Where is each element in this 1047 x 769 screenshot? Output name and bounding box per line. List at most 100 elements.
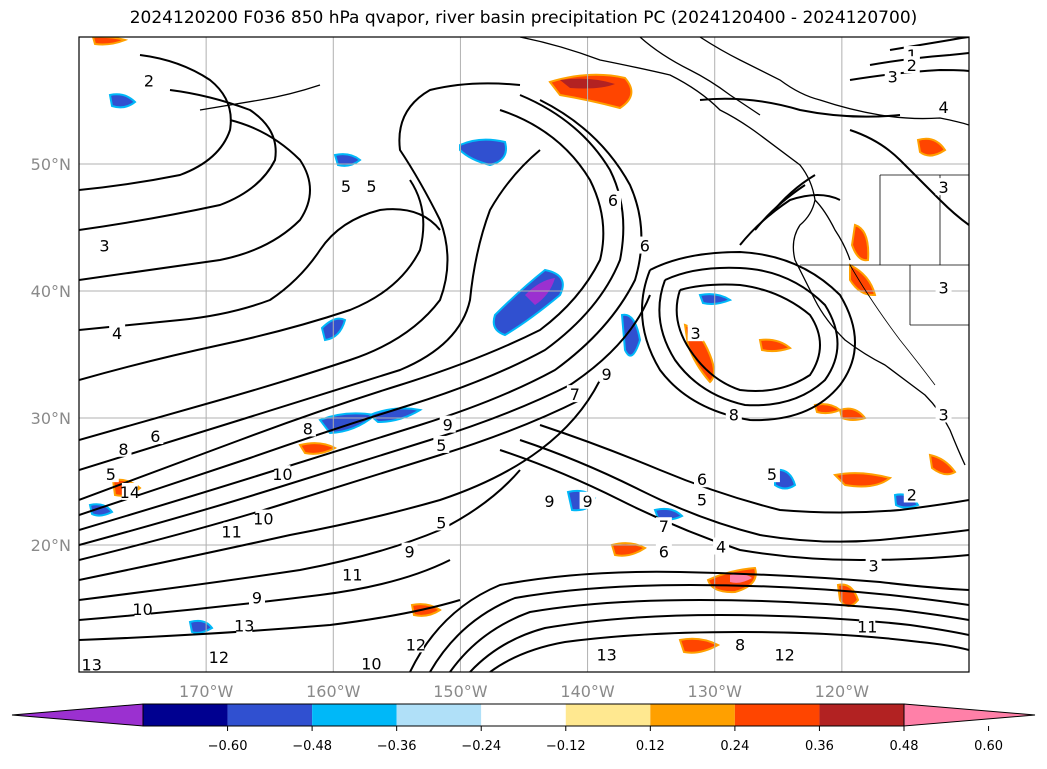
contour-label-bg [115,439,132,457]
colorbar-segment [143,704,228,726]
contour-label-bg [903,56,920,74]
colorbar-segment [312,704,397,726]
contour-label: 12 [774,645,794,664]
colorbar-tick-label: 0.36 [805,739,834,754]
colorbar-segment [481,704,566,726]
contour-label: 6 [640,237,650,256]
colorbar-tick-label: −0.12 [546,739,586,754]
precipitation-shading [88,37,957,654]
contour-label-bg [439,415,456,433]
contour-label: 6 [150,427,160,446]
contour-label-bg [102,465,119,483]
map-background [79,37,969,672]
latitude-label: 50°N [31,155,71,174]
contour-label-bg [935,405,952,423]
contour-label: 5 [436,436,446,455]
longitude-label: 160°W [306,682,361,701]
colorbar-extend-high [903,703,1036,727]
contour-label-bg [687,324,704,342]
contour-label-bg [655,542,672,560]
colorbar: −0.60 −0.48 −0.36 −0.24 −0.12 0.12 0.24 0.36 0.4… [11,703,1036,754]
contour-label-bg [338,176,354,194]
contour-label: 4 [112,324,122,343]
longitude-label: 170°W [179,682,234,701]
colorbar-segment [227,704,313,726]
contour-label: 9 [602,365,612,384]
contour-label: 13 [82,656,102,675]
contour-label-bg [566,385,583,403]
colorbar-tick-label: 0.24 [720,739,749,754]
contour-label: 13 [234,616,254,635]
contour-label: 12 [406,635,426,654]
contour-label-bg [109,324,126,342]
contour-label-bg [935,178,952,196]
contour-label: 8 [735,635,745,654]
colorbar-segment [650,704,735,726]
contour-label: 7 [659,517,669,536]
map-title: 2024120200 F036 850 hPa qvapor, river ba… [129,8,918,28]
contour-label-bg [96,236,113,254]
colorbar-tick-label: −0.24 [461,739,501,754]
contour-label: 10 [253,510,273,529]
contour-label: 6 [697,470,707,489]
contour-label-bg [249,588,265,606]
longitude-label: 140°W [560,682,615,701]
contour-label-bg [636,236,653,254]
contour-label: 2 [907,485,917,504]
contour-label-bg [694,470,710,488]
map-gridlines [79,37,969,672]
contour-label: 8 [303,419,313,438]
contour-label: 1 [907,46,917,65]
longitude-labels: 170°W 160°W 150°W 140°W 130°W 120°W [179,682,869,701]
contour-label-bg [121,482,138,500]
latitude-label: 20°N [31,536,71,555]
contour-label-bg [401,542,418,560]
contour-label-bg [147,427,164,445]
latitude-label: 30°N [31,409,71,428]
contour-label-bg [694,490,710,508]
contour-label-bg [83,655,100,672]
contour-label: 5 [436,513,446,532]
contour-label: 3 [691,324,701,343]
contour-label: 9 [544,492,554,511]
contour-label: 5 [767,465,777,484]
map-frame [78,36,970,673]
contour-label: 3 [99,237,109,256]
contour-label: 9 [404,543,414,562]
contour-label-bg [433,435,450,453]
contour-label-bg [433,513,450,531]
colorbar-tick-label: −0.36 [377,739,417,754]
contour-label: 8 [118,440,128,459]
coastlines [199,37,969,466]
contour-label-bg [655,517,672,535]
colorbar-segment [734,704,820,726]
colorbar-tick-label: −0.60 [208,739,248,754]
contour-label: 4 [716,538,726,557]
contour-label-bg [223,522,240,540]
contour-label: 2 [144,71,154,90]
contour-label: 6 [608,191,618,210]
qvapor-contours [79,37,969,672]
contour-label: 14 [120,483,140,502]
contour-label: 11 [342,565,362,584]
contour-label-bg [598,364,615,382]
contour-label: 6 [659,543,669,562]
contour-label-bg [605,190,621,208]
contour-label-bg [344,565,361,583]
contour-label: 7 [570,385,580,404]
colorbar-tick-label: 0.60 [974,739,1003,754]
contour-label: 4 [938,98,948,117]
longitude-label: 130°W [688,682,743,701]
colorbar-tick-label: 0.48 [890,739,919,754]
contour-label: 5 [341,177,351,196]
contour-label: 3 [938,405,948,424]
contour-label: 10 [361,654,381,673]
latitude-label: 40°N [31,282,71,301]
contour-label-bg [859,617,876,635]
contour-label-bg [884,67,901,85]
contour-label: 5 [697,491,707,510]
contour-label: 9 [443,416,453,435]
contour-label-bg [407,635,424,653]
